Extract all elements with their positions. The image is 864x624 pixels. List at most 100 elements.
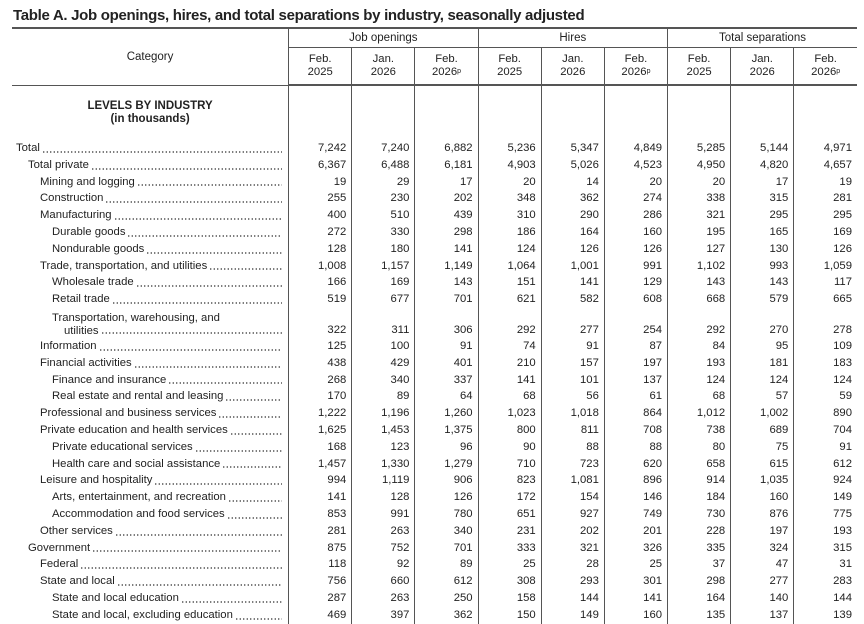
cell-value: 210	[477, 354, 542, 372]
cell-value: 37	[667, 556, 731, 574]
cell-value: 924	[793, 472, 857, 490]
cell-value: 710	[477, 455, 542, 473]
cell-value: 306	[414, 307, 479, 338]
cell-value: 4,903	[477, 156, 542, 174]
cell-value: 100	[351, 337, 415, 355]
row-label: Federal	[40, 558, 79, 571]
row-label: Private educational services	[52, 440, 193, 453]
cell-value: 20	[477, 173, 542, 191]
cell-value: 362	[540, 190, 605, 208]
cell-value: 397	[351, 606, 415, 624]
cell-value: 84	[667, 337, 731, 355]
row-label: utilities	[64, 324, 99, 337]
row-label-cell: Government	[12, 540, 289, 557]
cell-value: 281	[793, 190, 857, 208]
cell-value: 118	[288, 556, 352, 574]
table-row: Health care and social assistance 1,457 1,…	[12, 455, 857, 473]
row-label: Retail trade	[52, 293, 110, 306]
row-label-line1: Transportation, warehousing, and	[52, 311, 220, 324]
cell-value: 193	[667, 354, 731, 372]
dot-leader	[116, 583, 283, 586]
table-row: Real estate and rental and leasing 170 89 6…	[12, 388, 857, 406]
cell-value: 127	[667, 240, 731, 258]
row-label: Total private	[28, 158, 89, 171]
cell-value: 853	[288, 505, 352, 523]
cell-value: 154	[540, 489, 605, 506]
cell-value: 183	[793, 354, 857, 372]
cell-value: 6,181	[414, 156, 479, 174]
cell-value: 321	[540, 539, 605, 557]
cell-value: 1,149	[414, 257, 479, 275]
cell-value: 268	[288, 371, 352, 389]
cell-value: 263	[351, 522, 415, 540]
cell-value: 172	[477, 489, 542, 506]
cell-value: 738	[667, 421, 731, 439]
dot-leader	[111, 301, 283, 304]
cell-value: 17	[414, 173, 479, 191]
row-label: Professional and business services	[40, 407, 217, 420]
cell-value: 143	[730, 274, 794, 292]
row-label-cell: Durable goods	[12, 224, 289, 241]
cell-value: 184	[667, 489, 731, 506]
cell-value: 181	[730, 354, 794, 372]
cell-value: 272	[288, 223, 352, 241]
cell-value: 621	[477, 291, 542, 308]
cell-value: 29	[351, 173, 415, 191]
row-label: Accommodation and food services	[52, 507, 225, 520]
row-label-cell: Federal	[12, 556, 289, 573]
preliminary-marker: p	[836, 68, 841, 75]
cell-value: 283	[793, 573, 857, 590]
cell-value: 201	[603, 522, 668, 540]
empty-cell	[793, 85, 857, 140]
cell-value: 160	[603, 223, 668, 241]
cell-value: 68	[477, 388, 542, 406]
cell-value: 92	[351, 556, 415, 574]
row-label-cell: Total	[12, 140, 289, 157]
dot-leader	[127, 234, 283, 237]
cell-value: 91	[540, 337, 605, 355]
cell-value: 1,023	[477, 405, 542, 422]
cell-value: 149	[793, 489, 857, 506]
row-label-cell: Finance and insurance	[12, 372, 289, 389]
cell-value: 74	[477, 337, 542, 355]
row-label-cell: Total private	[12, 157, 289, 174]
row-label-cell: Real estate and rental and leasing	[12, 388, 289, 405]
row-label-cell: Financial activities	[12, 355, 289, 372]
cell-value: 28	[540, 556, 605, 574]
cell-value: 4,820	[730, 156, 794, 174]
cell-value: 61	[603, 388, 668, 406]
cell-value: 5,236	[477, 140, 542, 157]
row-label: Nondurable goods	[52, 242, 145, 255]
cell-value: 250	[414, 589, 479, 607]
cell-value: 340	[414, 522, 479, 540]
cell-value: 1,012	[667, 405, 731, 422]
cell-value: 169	[793, 223, 857, 241]
cell-value: 1,018	[540, 405, 605, 422]
cell-value: 4,849	[603, 140, 668, 157]
cell-value: 896	[603, 472, 668, 490]
row-label-cell: Construction	[12, 190, 289, 207]
table-row: Wholesale trade 166 169 143 151 141 129 143 143 1…	[12, 274, 857, 292]
section-title: LEVELS BY INDUSTRY	[87, 99, 213, 112]
cell-value: 91	[793, 438, 857, 456]
table-row: Government 875 752 701 333 321 326 335 324 315	[12, 539, 857, 557]
dot-leader	[105, 201, 283, 204]
row-label-cell: Retail trade	[12, 291, 289, 308]
cell-value: 144	[540, 589, 605, 607]
cell-value: 126	[414, 489, 479, 506]
period-month: Jan.	[562, 53, 584, 65]
cell-value: 292	[667, 307, 731, 338]
cell-value: 1,196	[351, 405, 415, 422]
cell-value: 57	[730, 388, 794, 406]
period-header: Jan. 2026	[730, 47, 794, 86]
cell-value: 1,081	[540, 472, 605, 490]
row-label-cell: Manufacturing	[12, 207, 289, 224]
cell-value: 96	[414, 438, 479, 456]
cell-value: 139	[793, 606, 857, 624]
cell-value: 146	[603, 489, 668, 506]
row-label: Real estate and rental and leasing	[52, 390, 224, 403]
cell-value: 150	[477, 606, 542, 624]
cell-value: 166	[288, 274, 352, 292]
cell-value: 811	[540, 421, 605, 439]
row-label: Arts, entertainment, and recreation	[52, 491, 226, 504]
